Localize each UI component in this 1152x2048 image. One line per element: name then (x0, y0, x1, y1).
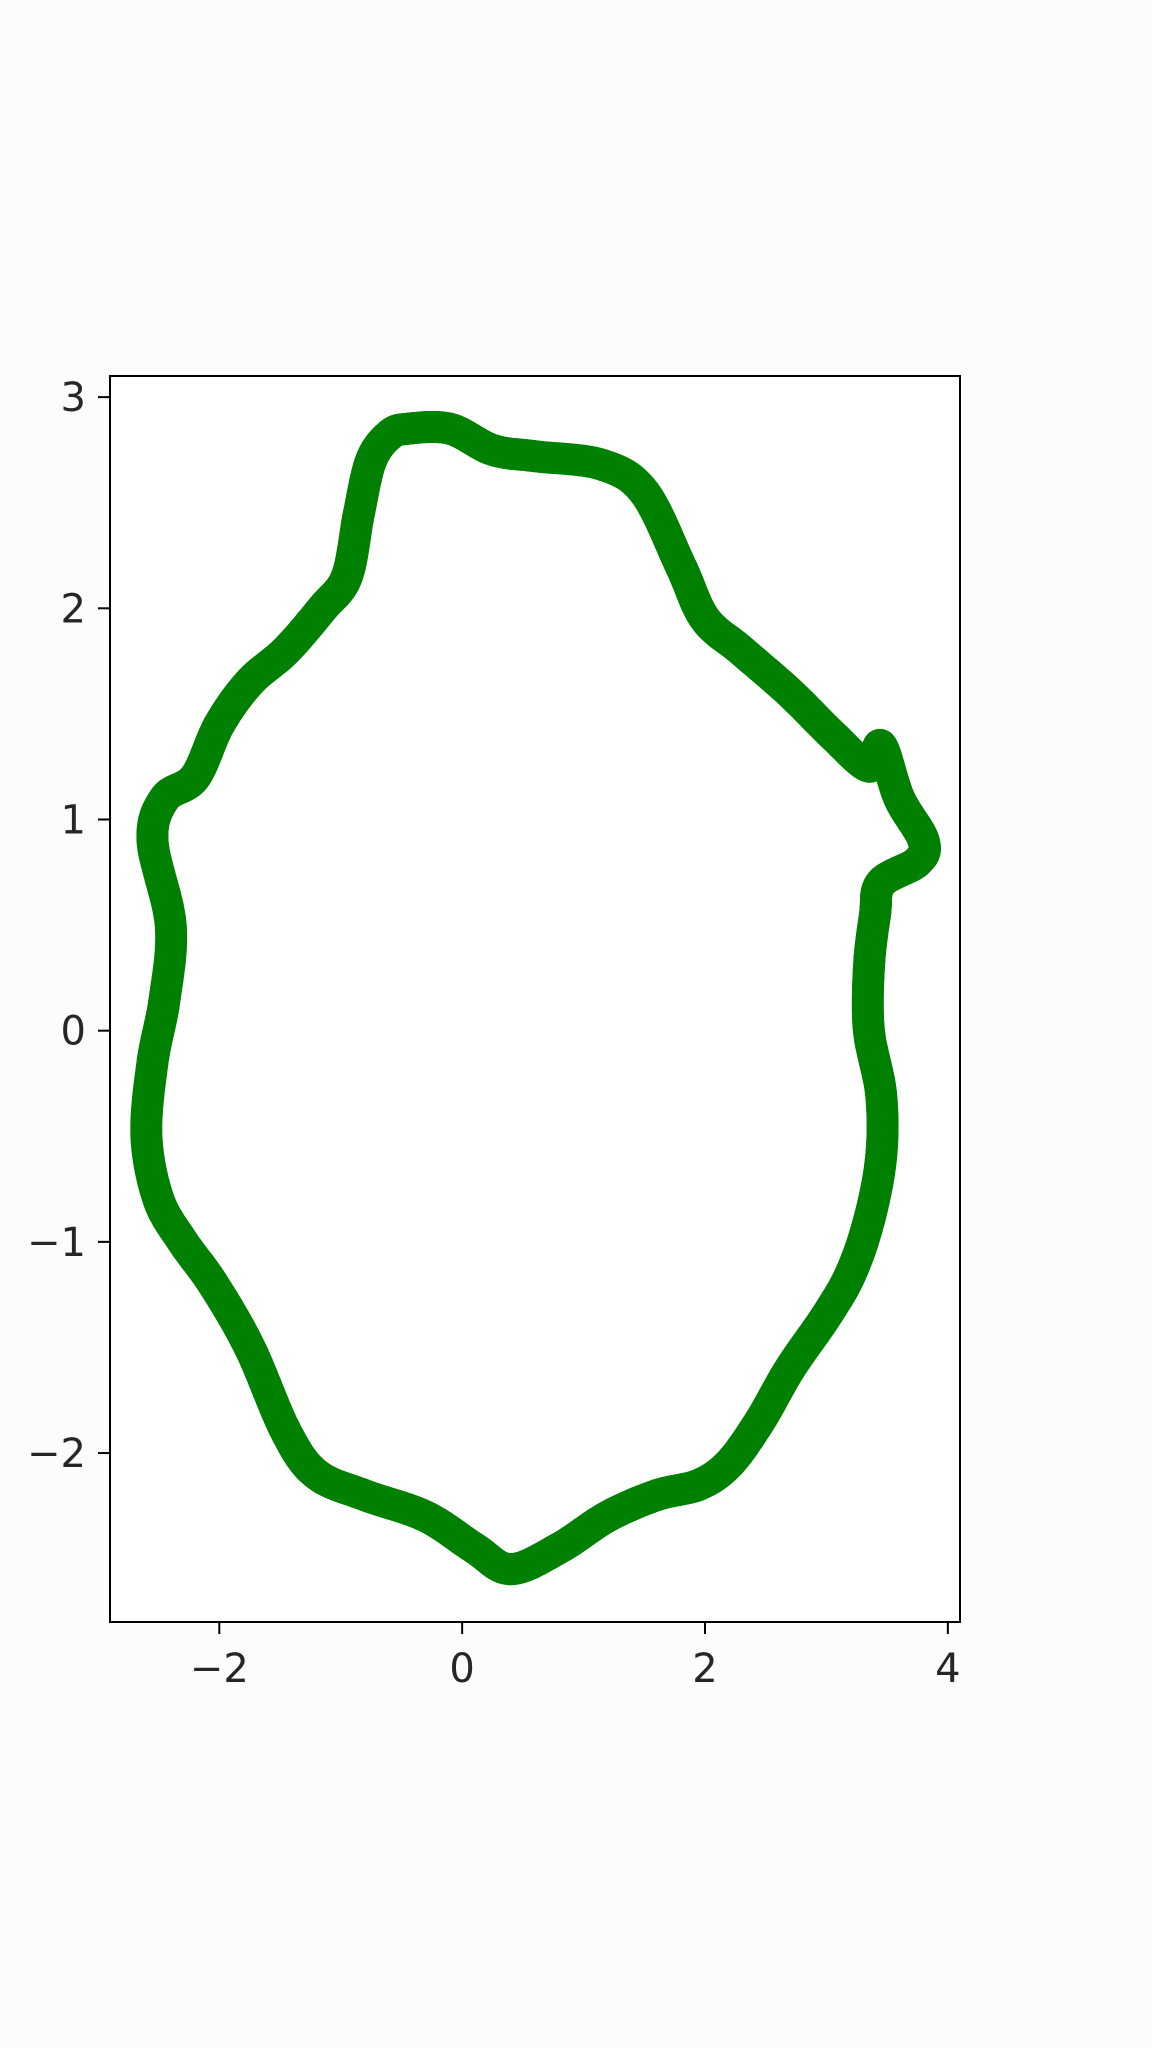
x-tick-label-0: −2 (190, 1646, 249, 1692)
axes-frame (109, 375, 961, 1623)
x-tick-label-1: 0 (449, 1646, 474, 1692)
y-tick-label-4: −1 (27, 1220, 86, 1266)
x-tick-label-3: 4 (935, 1646, 960, 1692)
x-tick-label-2: 2 (692, 1646, 717, 1692)
plot-area (110, 376, 960, 1622)
y-axis: 3 2 1 0 −1 −2 (27, 375, 110, 1477)
data-point-1595 (390, 412, 423, 445)
y-tick-label-5: −2 (27, 1431, 86, 1477)
series-0 (130, 411, 941, 1586)
y-tick-label-3: 0 (61, 1009, 86, 1055)
y-tick-label-1: 2 (61, 586, 86, 632)
y-tick-label-0: 3 (61, 375, 86, 421)
x-axis: −2 0 2 4 (190, 1622, 961, 1692)
y-tick-label-2: 1 (61, 797, 86, 843)
data-layer (130, 411, 941, 1586)
